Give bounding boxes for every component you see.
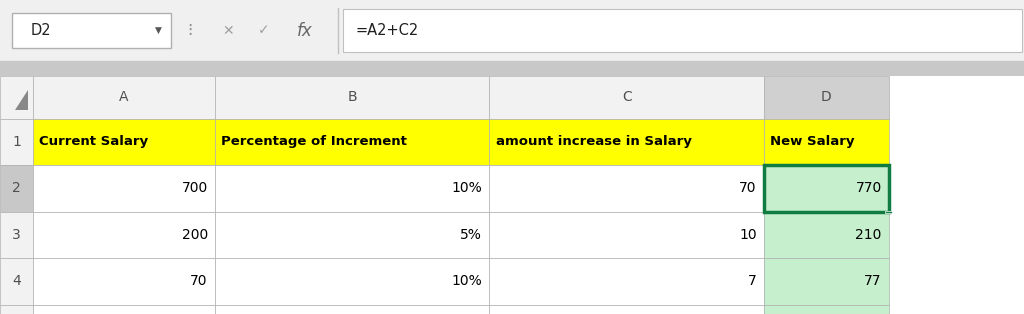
Text: 210: 210 [855,228,882,242]
Text: 200: 200 [181,228,208,242]
Text: 1: 1 [12,135,20,149]
Bar [764,119,889,165]
Bar [489,76,764,119]
Bar [12,13,171,48]
Text: 3: 3 [12,228,20,242]
Text: 70: 70 [739,181,757,195]
Bar [764,165,889,212]
Bar [0,258,33,305]
Bar [764,76,889,119]
Text: =A2+C2: =A2+C2 [355,23,419,38]
Bar [215,119,489,165]
Text: 4: 4 [12,274,20,288]
Text: 10: 10 [739,228,757,242]
Bar [489,165,764,212]
Bar [343,9,1022,52]
Text: B: B [347,90,357,105]
Bar [33,165,215,212]
Bar [0,61,1024,76]
Text: Percentage of Increment: Percentage of Increment [221,135,408,149]
Text: amount increase in Salary: amount increase in Salary [496,135,691,149]
Bar [764,165,889,212]
Bar [489,258,764,305]
Text: 77: 77 [864,274,882,288]
Text: D2: D2 [31,23,51,38]
Text: 770: 770 [855,181,882,195]
Bar [33,305,215,314]
Bar [33,119,215,165]
Text: 700: 700 [181,181,208,195]
Bar [215,212,489,258]
Bar [885,211,893,213]
Text: ✕: ✕ [222,24,234,38]
Bar [215,165,489,212]
Text: C: C [622,90,632,105]
Text: ✓: ✓ [258,24,270,38]
Bar [33,212,215,258]
Bar [0,0,1024,61]
Text: 10%: 10% [452,274,482,288]
Bar [0,119,33,165]
Text: 70: 70 [190,274,208,288]
Bar [489,119,764,165]
Bar [0,165,33,212]
Bar [764,258,889,305]
Bar [215,258,489,305]
Bar [489,212,764,258]
Text: D: D [821,90,831,105]
Bar [764,305,889,314]
Bar [0,305,33,314]
Bar [0,76,33,119]
Text: 10%: 10% [452,181,482,195]
Bar [0,76,1024,314]
Text: New Salary: New Salary [770,135,855,149]
Text: A: A [119,90,129,105]
Bar [764,212,889,258]
Polygon shape [14,90,28,110]
Bar [489,305,764,314]
Bar [33,76,215,119]
Text: 7: 7 [748,274,757,288]
Text: Current Salary: Current Salary [39,135,148,149]
Text: 2: 2 [12,181,20,195]
Bar [33,258,215,305]
Bar [215,76,489,119]
Bar [0,212,33,258]
Text: ⁝: ⁝ [186,22,193,40]
Text: fx: fx [297,22,313,40]
Text: ▼: ▼ [156,26,162,35]
Bar [215,305,489,314]
Text: 5%: 5% [461,228,482,242]
